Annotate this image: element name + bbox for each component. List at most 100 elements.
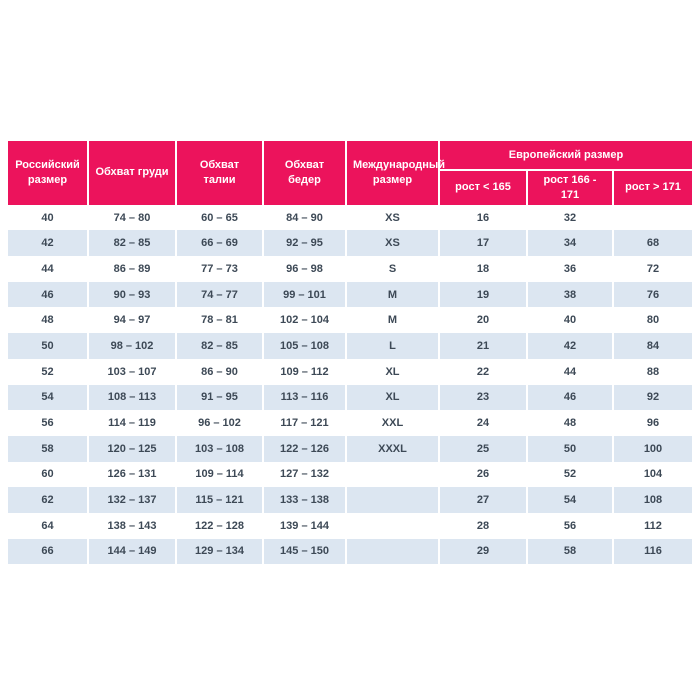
table-cell: 99 – 101: [262, 281, 346, 308]
table-cell: 98 – 102: [87, 333, 176, 359]
table-cell: L: [345, 333, 439, 359]
table-cell: 50: [526, 435, 613, 462]
table-row: 54 108 – 113 91 – 95 113 – 116 XL 23 46 92: [8, 384, 692, 411]
table-cell: 36: [526, 256, 613, 282]
table-cell: 52: [526, 461, 613, 488]
table-cell: 92: [612, 384, 692, 411]
col-header-height-166-171: рост 166 - 171: [526, 170, 613, 205]
table-cell: 40: [526, 307, 613, 334]
table-cell: 92 – 95: [262, 230, 346, 257]
table-cell: 58: [526, 538, 613, 565]
table-cell: 54: [526, 487, 613, 513]
table-cell: 25: [438, 435, 527, 462]
table-cell: 109 – 112: [262, 358, 346, 385]
table-cell: 56: [526, 512, 613, 539]
table-cell: 64: [8, 512, 88, 539]
table-cell: 74 – 77: [175, 281, 263, 308]
table-cell: 103 – 108: [175, 435, 263, 462]
table-cell: 78 – 81: [175, 307, 263, 334]
table-cell: XS: [345, 204, 439, 231]
col-header-russian-size: Российский размер: [8, 141, 88, 205]
table-cell: 145 – 150: [262, 538, 346, 565]
table-cell: 80: [612, 307, 692, 334]
table-cell: 122 – 128: [175, 512, 263, 539]
table-cell: 105 – 108: [262, 333, 346, 359]
table-cell: 96 – 102: [175, 410, 263, 436]
table-cell: 66: [8, 538, 88, 565]
table-row: 40 74 – 80 60 – 65 84 – 90 XS 16 32: [8, 204, 692, 231]
table-cell: [345, 487, 439, 513]
table-cell: 44: [8, 256, 88, 282]
table-cell: 38: [526, 281, 613, 308]
table-cell: 82 – 85: [175, 333, 263, 359]
header-row-sub: рост < 165 рост 166 - 171 рост > 171: [8, 170, 692, 205]
table-cell: 66 – 69: [175, 230, 263, 257]
table-cell: 52: [8, 358, 88, 385]
table-cell: 100: [612, 435, 692, 462]
table-cell: 96 – 98: [262, 256, 346, 282]
table-cell: 108: [612, 487, 692, 513]
table-cell: 62: [8, 487, 88, 513]
col-header-international-size: Международный размер: [345, 141, 445, 205]
table-cell: 84: [612, 333, 692, 359]
col-header-hips: Обхват бедер: [262, 141, 346, 205]
table-cell: 129 – 134: [175, 538, 263, 565]
table-cell: 114 – 119: [87, 410, 176, 436]
table-cell: 138 – 143: [87, 512, 176, 539]
table-cell: 77 – 73: [175, 256, 263, 282]
table-cell: [345, 538, 439, 565]
table-cell: 44: [526, 358, 613, 385]
table-cell: 90 – 93: [87, 281, 176, 308]
table-cell: 126 – 131: [87, 461, 176, 488]
table-row: 56 114 – 119 96 – 102 117 – 121 XXL 24 48 96: [8, 410, 692, 436]
table-cell: 88: [612, 358, 692, 385]
table-cell: M: [345, 281, 439, 308]
table-cell: XL: [345, 358, 439, 385]
table-cell: 96: [612, 410, 692, 436]
table-row: 62 132 – 137 115 – 121 133 – 138 27 54 108: [8, 487, 692, 513]
table-cell: XL: [345, 384, 439, 411]
table-body: 40 74 – 80 60 – 65 84 – 90 XS 16 32 42 82 – 85 66…: [8, 204, 692, 565]
size-chart: Российский размер Обхват груди Обхват та…: [8, 141, 692, 565]
table-cell: 42: [8, 230, 88, 257]
table-cell: 68: [612, 230, 692, 257]
table-row: 46 90 – 93 74 – 77 99 – 101 M 19 38 76: [8, 281, 692, 308]
table-cell: 94 – 97: [87, 307, 176, 334]
table-cell: 116: [612, 538, 692, 565]
col-header-waist: Обхват талии: [175, 141, 263, 205]
table-cell: 82 – 85: [87, 230, 176, 257]
table-cell: 117 – 121: [262, 410, 346, 436]
table-cell: 132 – 137: [87, 487, 176, 513]
table-cell: 58: [8, 435, 88, 462]
table-cell: 72: [612, 256, 692, 282]
table-cell: 108 – 113: [87, 384, 176, 411]
table-header: Российский размер Обхват груди Обхват та…: [8, 141, 692, 205]
table-cell: 34: [526, 230, 613, 257]
col-header-height-under-165: рост < 165: [438, 170, 527, 205]
table-cell: 120 – 125: [87, 435, 176, 462]
table-cell: 32: [526, 204, 613, 231]
table-cell: 27: [438, 487, 527, 513]
table-cell: 139 – 144: [262, 512, 346, 539]
table-cell: 115 – 121: [175, 487, 263, 513]
col-group-european-size: Европейский размер: [438, 141, 692, 171]
table-row: 44 86 – 89 77 – 73 96 – 98 S 18 36 72: [8, 256, 692, 282]
table-cell: 127 – 132: [262, 461, 346, 488]
table-cell: 74 – 80: [87, 204, 176, 231]
table-cell: 16: [438, 204, 527, 231]
table-cell: XS: [345, 230, 439, 257]
table-cell: 20: [438, 307, 527, 334]
table-cell: 17: [438, 230, 527, 257]
table-cell: 46: [526, 384, 613, 411]
table-cell: 102 – 104: [262, 307, 346, 334]
table-cell: 40: [8, 204, 88, 231]
table-cell: 122 – 126: [262, 435, 346, 462]
table-row: 42 82 – 85 66 – 69 92 – 95 XS 17 34 68: [8, 230, 692, 257]
table-cell: 28: [438, 512, 527, 539]
table-cell: 46: [8, 281, 88, 308]
table-cell: 19: [438, 281, 527, 308]
table-cell: 54: [8, 384, 88, 411]
table-cell: 144 – 149: [87, 538, 176, 565]
table-cell: 50: [8, 333, 88, 359]
